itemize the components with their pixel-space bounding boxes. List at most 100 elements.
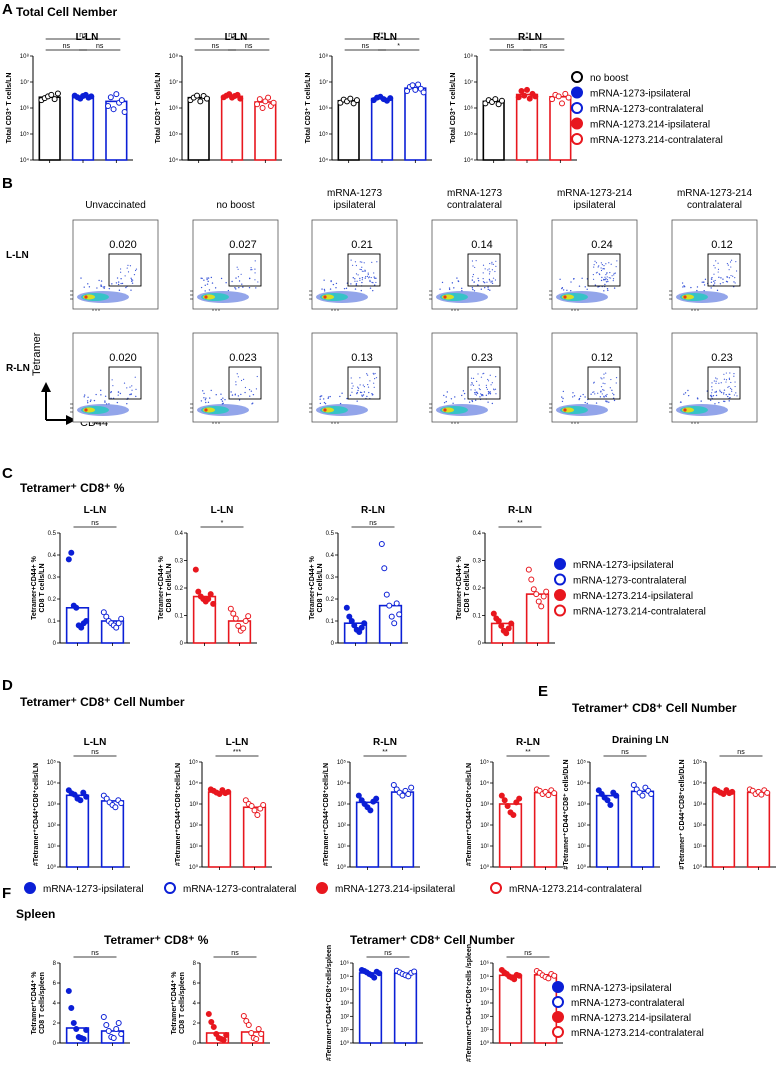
flow-event [679,401,682,403]
legend-f: mRNA-1273-ipsilateral mRNA-1273-contralat… [552,981,704,1039]
flow-gate-event [473,281,475,283]
flow-gate-event [710,278,712,280]
data-point [242,618,249,624]
flow-event [355,282,358,285]
flow-gate-event [490,281,492,283]
flow-column-title-line: mRNA-1273 [447,188,502,199]
chart-f2: Tetramer⁺CD44⁺ %CD8 T cells/spleen 0 2 4 6 8 n… [171,950,270,1047]
data-point [511,976,518,983]
y-tick-label: 0.5 [48,531,57,537]
flow-event [687,394,690,397]
y-axis-label-line: Tetramer⁺CD44⁺ % [171,971,178,1035]
flow-gate-event [478,388,480,390]
flow-gate-event [714,279,716,282]
flow-gate-event [729,387,732,389]
flow-event [205,397,207,399]
flow-gate [467,366,501,400]
flow-gate-event [613,272,615,274]
data-point [533,591,540,598]
flow-gate-event [472,276,474,278]
y-axis-label: Total CD3⁺ T cells/LN [155,73,162,144]
flow-population-max [563,408,567,412]
flow-event [562,397,564,400]
legend-label: mRNA-1273.214-contralateral [571,1028,704,1039]
flow-gate-event [593,266,595,268]
legend-label: mRNA-1273.214-ipsilateral [573,591,693,602]
y-axis-label: Tetramer⁺CD44⁺ %CD8 T cells/spleen [171,971,186,1035]
y-tick-label: 10⁵ [340,973,350,980]
flow-event [461,287,463,290]
flow-event [471,287,474,289]
data-point [758,791,765,798]
data-point [223,1032,230,1038]
panel-letter-b: B [2,175,13,192]
flow-gate-event [371,281,373,284]
data-point [73,1026,80,1032]
data-point [524,86,530,93]
y-axis-label-line: #Tetramer⁺CD44⁺CD8⁺ cells/DLN [563,759,570,869]
flow-gate-event [354,280,356,282]
chart-title: L-LN [84,737,107,748]
panel-f-heading: Spleen [16,907,55,921]
flow-gate-event [604,383,606,385]
flow-gate-event [351,387,353,389]
y-tick-label: 10⁶ [464,105,474,112]
data-point [490,610,497,617]
flow-gate-event [730,274,732,277]
flow-gate-event [594,260,596,262]
flow-event [613,287,616,289]
flow-gate-event [254,272,256,274]
flow-gate-event [735,392,737,394]
data-point [565,94,572,101]
flow-gate-event [472,384,475,386]
data-point [405,790,412,797]
data-point [197,98,204,105]
flow-event [703,281,705,283]
flow-gate-event [486,388,488,390]
y-axis-label-line: Total CD3⁺ T cells/LN [450,73,457,144]
flow-gate-event [593,382,595,384]
y-tick-label: 10⁴ [577,780,587,787]
flow-event [241,283,243,285]
y-axis-label-line: Total CD3⁺ T cells/LN [155,73,162,144]
flow-gate-event [359,279,361,281]
data-point [525,566,532,573]
flow-column-title-line: no boost [216,200,255,211]
flow-gate-event [717,262,719,264]
y-tick-label: 10⁸ [169,53,179,60]
flow-gate-event [112,385,114,387]
flow-gate [707,366,741,400]
flow-column-title: no boost [216,200,255,211]
flow-event [461,289,463,292]
chart-title: L-LN [225,32,248,43]
flow-gate-event [605,372,607,374]
flow-gate-event [477,373,479,375]
y-tick-label: 10⁴ [480,987,490,994]
flow-event [329,395,331,398]
flow-gate-event [359,261,361,263]
flow-gate-event [725,372,727,374]
y-axis-label-line: Tetramer+CD44+ % [158,555,165,619]
bar [254,101,277,161]
flow-gate-event [474,389,476,391]
flow-event [372,289,374,292]
flow-gate-event [600,262,602,264]
significance-label: ns [507,43,515,50]
flow-event [464,398,466,400]
flow-event [249,395,251,397]
y-tick-label: 10⁷ [464,79,473,86]
flow-event [349,394,352,397]
data-point [235,622,242,629]
flow-event [214,287,217,289]
y-axis-label-line: CD8 T cells/spleen [179,972,186,1034]
flow-population-max [323,408,327,412]
flow-gate-event [715,380,717,382]
flow-event [115,282,118,284]
y-tick-label: 10⁵ [169,131,179,138]
y-tick-label: 10⁰ [340,1040,350,1047]
flow-event [252,402,254,404]
data-point [220,1037,227,1043]
flow-population-max [443,408,447,412]
flow-event [439,288,441,290]
flow-event [215,394,217,396]
